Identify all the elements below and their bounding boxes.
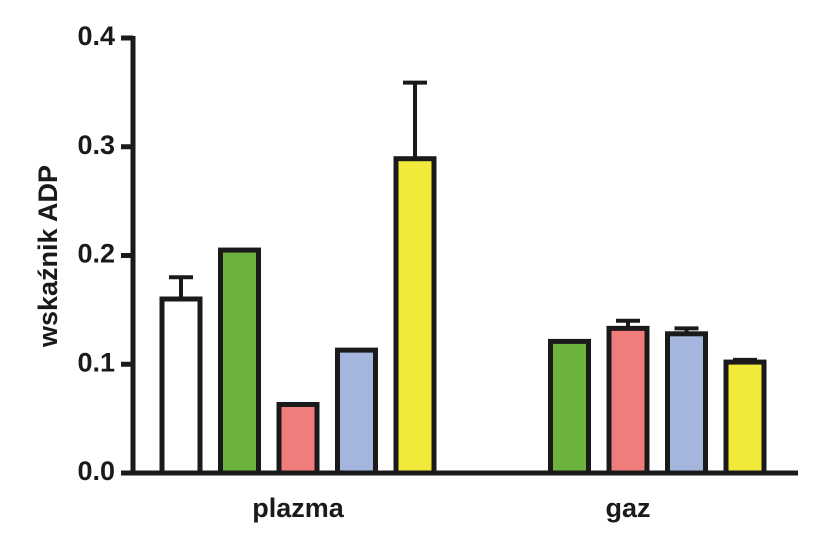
bar bbox=[276, 401, 320, 476]
y-tick-label: 0.4 bbox=[77, 21, 115, 51]
y-axis-label: wskaźnik ADP bbox=[33, 165, 63, 348]
y-tick-label: 0.1 bbox=[77, 347, 115, 377]
bar bbox=[218, 247, 261, 476]
bar bbox=[548, 338, 591, 476]
bar bbox=[393, 156, 437, 476]
y-tick-label: 0.2 bbox=[77, 239, 115, 269]
bar bbox=[335, 347, 378, 476]
error-bar bbox=[403, 80, 427, 159]
bar bbox=[606, 325, 650, 476]
bar bbox=[723, 359, 767, 476]
bar bbox=[665, 331, 708, 476]
y-tick-label: 0.0 bbox=[77, 456, 115, 486]
bar bbox=[159, 296, 203, 476]
y-tick-label: 0.3 bbox=[77, 130, 115, 160]
x-tick-label: plazma bbox=[252, 493, 345, 523]
x-tick-label: gaz bbox=[605, 493, 650, 523]
error-bar bbox=[169, 275, 193, 299]
